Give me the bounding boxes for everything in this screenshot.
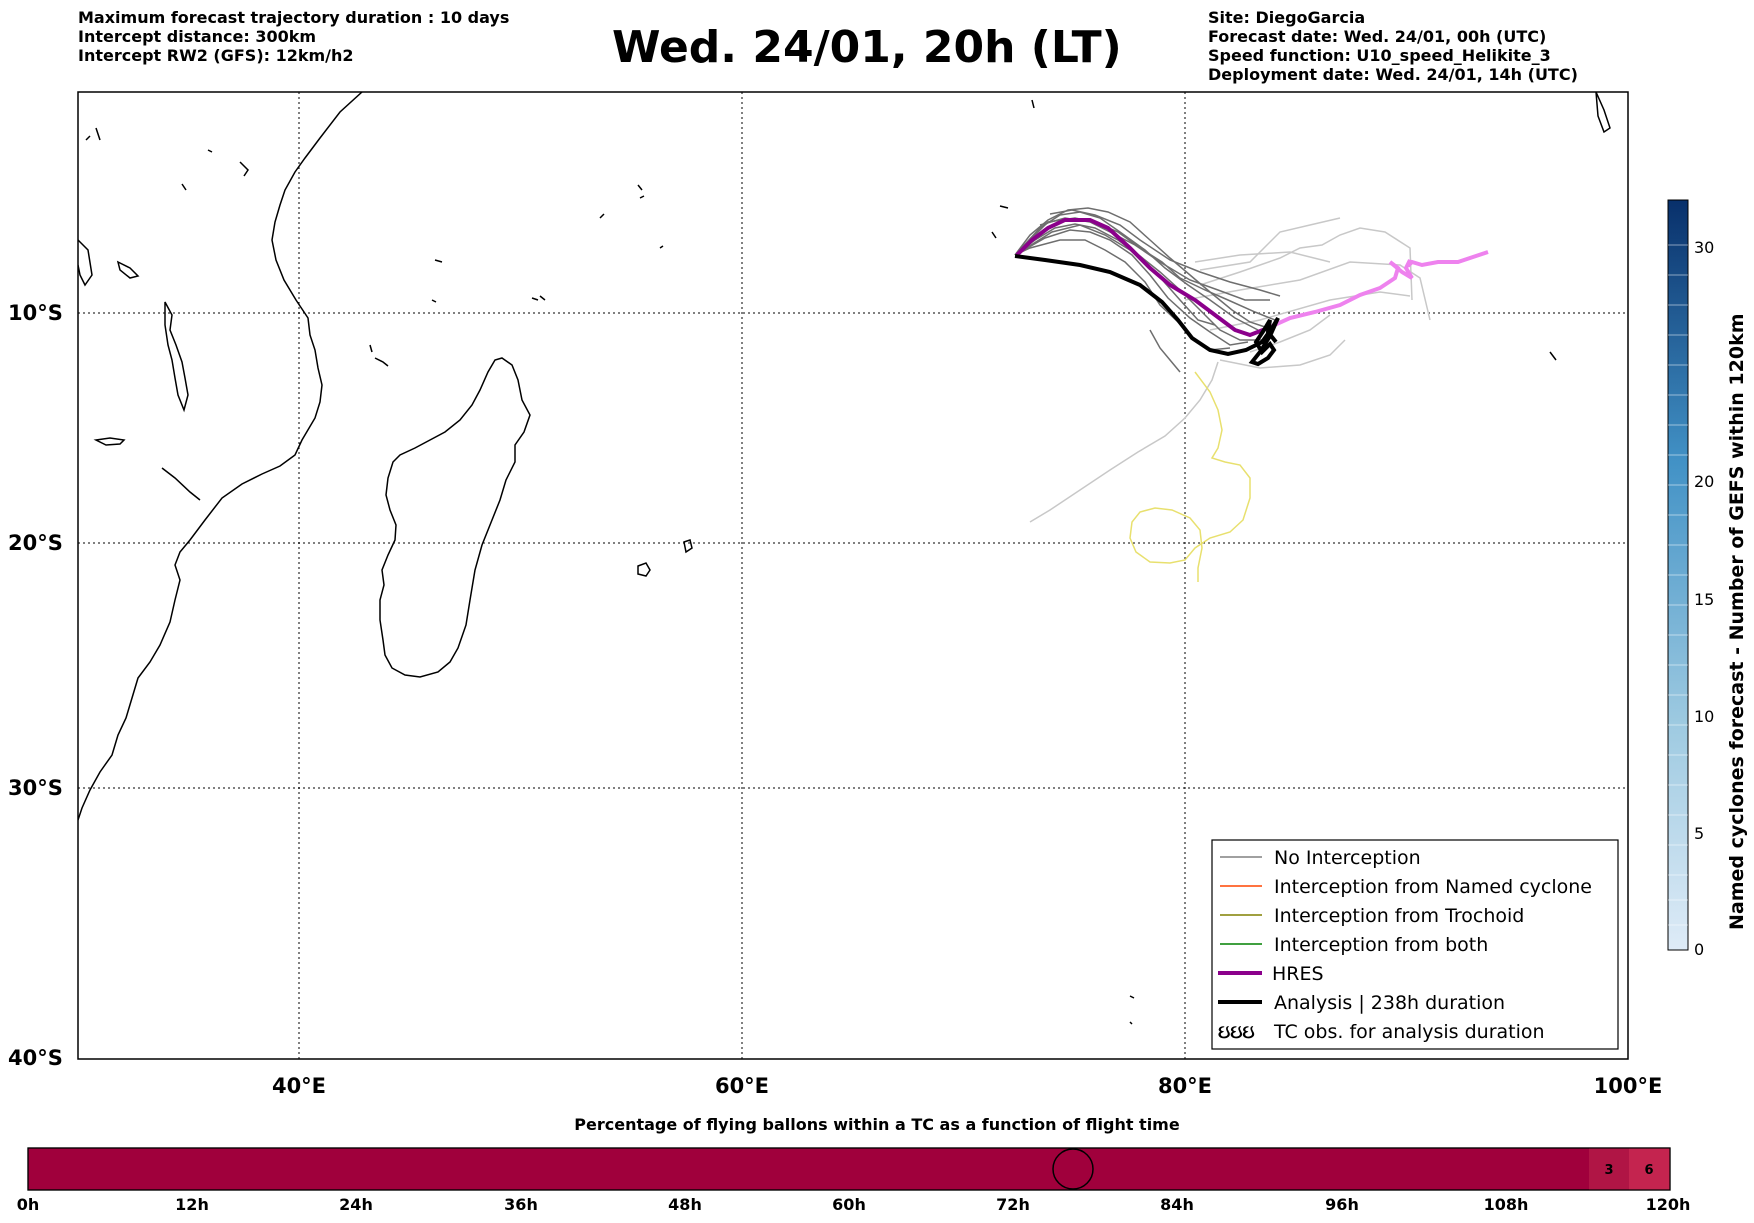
tc-symbol-icon: ઇઇઇ [1218,1021,1255,1043]
header-left-line: Intercept distance: 300km [78,27,317,46]
timeline-segment [1629,1148,1670,1190]
lake-coastline [116,260,140,279]
island-coastline [1549,92,1611,361]
trajectory-light-group [1029,217,1431,523]
island-coastline [599,184,664,249]
colorbar-title: Named cyclones forecast - Number of GEFS… [1726,313,1748,930]
legend-label: Interception from Named cyclone [1274,876,1592,898]
trajectory-light [1219,339,1346,369]
colorbar-tick: 30 [1694,238,1714,257]
trajectory-analysis [1014,254,1280,367]
africa-coastline [78,92,363,821]
island-coastline [991,99,1035,239]
header-left-line: Maximum forecast trajectory duration : 1… [78,8,510,27]
lon-label: 100°E [1594,1074,1663,1098]
timeline-bar [27,1147,1671,1191]
trajectory-light [1209,291,1411,331]
latitude-labels: 10°S 20°S 30°S 40°S [8,301,63,1070]
island-coastline [85,127,249,191]
trajectory-yellow [1129,371,1251,582]
header-left-line: Intercept RW2 (GFS): 12km/h2 [78,46,354,65]
colorbar-tick: 5 [1694,824,1704,843]
africa-coastline-north [78,239,93,287]
lake-coastline [164,301,189,413]
trajectory-light [1199,217,1341,271]
colorbar: 0 5 10 15 20 30 Named cyclones forecast … [1667,199,1748,959]
timeline-tick: 84h [1160,1195,1194,1214]
madagascar-coastline [379,357,531,678]
trajectory-dark [1049,209,1281,297]
trajectory-dark [1149,329,1181,373]
page-title: Wed. 24/01, 20h (LT) [612,22,1122,73]
trajectory-dark [1014,229,1249,346]
timeline-segment-label: 6 [1644,1163,1653,1178]
trajectories [1014,207,1489,582]
legend-label: Interception from both [1274,934,1488,956]
longitude-labels: 40°E 60°E 80°E 100°E [272,1074,1662,1098]
trajectory-light [1194,251,1331,263]
colorbar-tick: 15 [1694,590,1714,609]
colorbar-tick: 0 [1694,940,1704,959]
colorbar-tick: 20 [1694,472,1714,491]
mauritius-coastline [683,539,693,554]
timeline-ticks: 0h 12h 24h 36h 48h 60h 72h 84h 96h 108h … [17,1195,1691,1214]
trajectory-hres [1015,218,1269,338]
timeline-tick: 48h [668,1195,702,1214]
timeline-title: Percentage of flying ballons within a TC… [574,1115,1180,1134]
legend-label: Interception from Trochoid [1274,905,1524,927]
header-right-line: Speed function: U10_speed_Helikite_3 [1208,46,1551,65]
lake-coastline [93,437,126,446]
comoros-coastline [374,357,389,367]
lat-label: 20°S [8,531,63,555]
timeline-tick: 24h [339,1195,373,1214]
timeline-tick: 12h [175,1195,209,1214]
island-coastline [431,259,546,303]
timeline: 3 6 0h 12h 24h 36h 48h 60h 72h 84h 96h 1… [17,1147,1691,1214]
trajectory-light [1029,361,1219,523]
reunion-coastline [637,562,651,577]
header-left-info: Maximum forecast trajectory duration : 1… [78,8,509,65]
legend-label: Analysis | 238h duration [1274,992,1505,1014]
lon-label: 60°E [715,1074,769,1098]
trajectory-light [1199,227,1413,301]
legend-label: HRES [1272,963,1324,985]
lat-label: 10°S [8,301,63,325]
timeline-tick: 60h [832,1195,866,1214]
coastlines [78,92,1611,1025]
timeline-tick: 36h [504,1195,538,1214]
comoros-coastline [369,344,373,353]
trajectory-dark [1014,207,1269,329]
legend-box [1211,839,1619,1050]
timeline-tick: 0h [17,1195,40,1214]
timeline-segment [1589,1148,1629,1190]
header-right-info: Site: DiegoGarcia Forecast date: Wed. 24… [1208,8,1578,84]
trajectory-dark [1014,211,1259,331]
lat-label: 30°S [8,776,63,800]
timeline-current-marker [1052,1148,1094,1190]
timeline-segment-label: 3 [1604,1163,1613,1178]
lat-label: 40°S [8,1046,63,1070]
island-coastline [1129,995,1135,1025]
timeline-tick: 108h [1484,1195,1529,1214]
trajectory-light [1184,261,1431,321]
trajectory-hres-late [1267,250,1489,330]
header-right-line: Site: DiegoGarcia [1208,8,1366,27]
timeline-tick: 72h [996,1195,1030,1214]
lake-coastline [161,467,201,501]
lon-label: 80°E [1158,1074,1212,1098]
timeline-tick: 96h [1325,1195,1359,1214]
legend-label: TC obs. for analysis duration [1273,1021,1545,1043]
legend: No Interception Interception from Named … [1211,839,1619,1050]
lon-label: 40°E [272,1074,326,1098]
colorbar-tick: 10 [1694,707,1714,726]
timeline-tick: 120h [1646,1195,1691,1214]
map-gridlines [78,92,1628,1059]
header-right-line: Deployment date: Wed. 24/01, 14h (UTC) [1208,65,1578,84]
legend-label: No Interception [1274,847,1421,869]
header-right-line: Forecast date: Wed. 24/01, 00h (UTC) [1208,27,1547,46]
colorbar-levels [1668,244,1688,926]
